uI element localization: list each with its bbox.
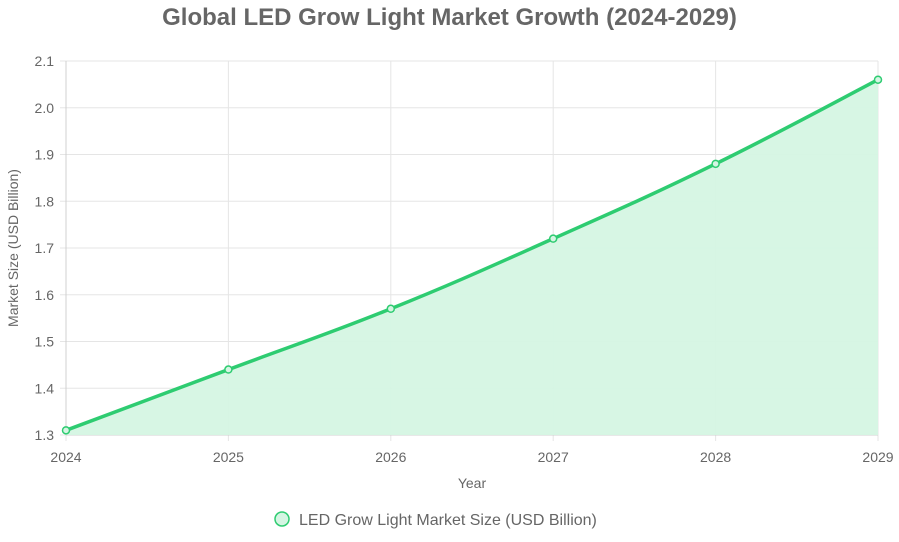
series-area	[66, 79, 878, 435]
chart-title: Global LED Grow Light Market Growth (202…	[162, 4, 737, 31]
line-layer	[65, 78, 879, 432]
y-tick-label: 1.8	[35, 193, 55, 209]
data-point[interactable]	[61, 426, 71, 435]
y-tick-label: 1.3	[35, 427, 55, 443]
y-axis-ticks: 1.3 1.4 1.5 1.6 1.7 1.8 1.9 2.0 2.1	[35, 53, 55, 443]
x-tick-label: 2025	[213, 449, 244, 465]
data-point[interactable]	[548, 234, 558, 243]
data-point[interactable]	[711, 159, 720, 169]
x-tick-label: 2027	[538, 449, 569, 465]
x-tick-label: 2024	[50, 449, 81, 465]
x-axis-label: Year	[458, 475, 487, 491]
x-axis-ticks: 2024 2025 2026 2027 2028 2029	[50, 449, 893, 465]
legend[interactable]: LED Grow Light Market Size (USD Billion)	[274, 511, 597, 529]
legend-label: LED Grow Light Market Size (USD Billion)	[299, 512, 597, 529]
x-tick-label: 2028	[700, 449, 731, 465]
data-point[interactable]	[386, 304, 396, 314]
legend-marker	[274, 511, 290, 527]
y-axis-label: Market Size (USD Billion)	[5, 169, 21, 327]
series-line	[65, 78, 879, 432]
points-layer	[61, 75, 883, 435]
area-layer	[66, 79, 878, 435]
x-tick-label: 2029	[862, 449, 893, 465]
y-tick-label: 1.6	[35, 287, 55, 303]
y-tick-label: 2.1	[35, 53, 55, 69]
y-tick-label: 1.9	[35, 147, 55, 163]
x-tick-label: 2026	[375, 449, 406, 465]
y-tick-label: 1.5	[35, 334, 55, 350]
y-tick-label: 2.0	[35, 100, 55, 116]
y-tick-label: 1.4	[35, 380, 55, 396]
y-tick-label: 1.7	[35, 240, 55, 256]
data-point[interactable]	[873, 75, 883, 84]
data-point[interactable]	[224, 365, 233, 374]
